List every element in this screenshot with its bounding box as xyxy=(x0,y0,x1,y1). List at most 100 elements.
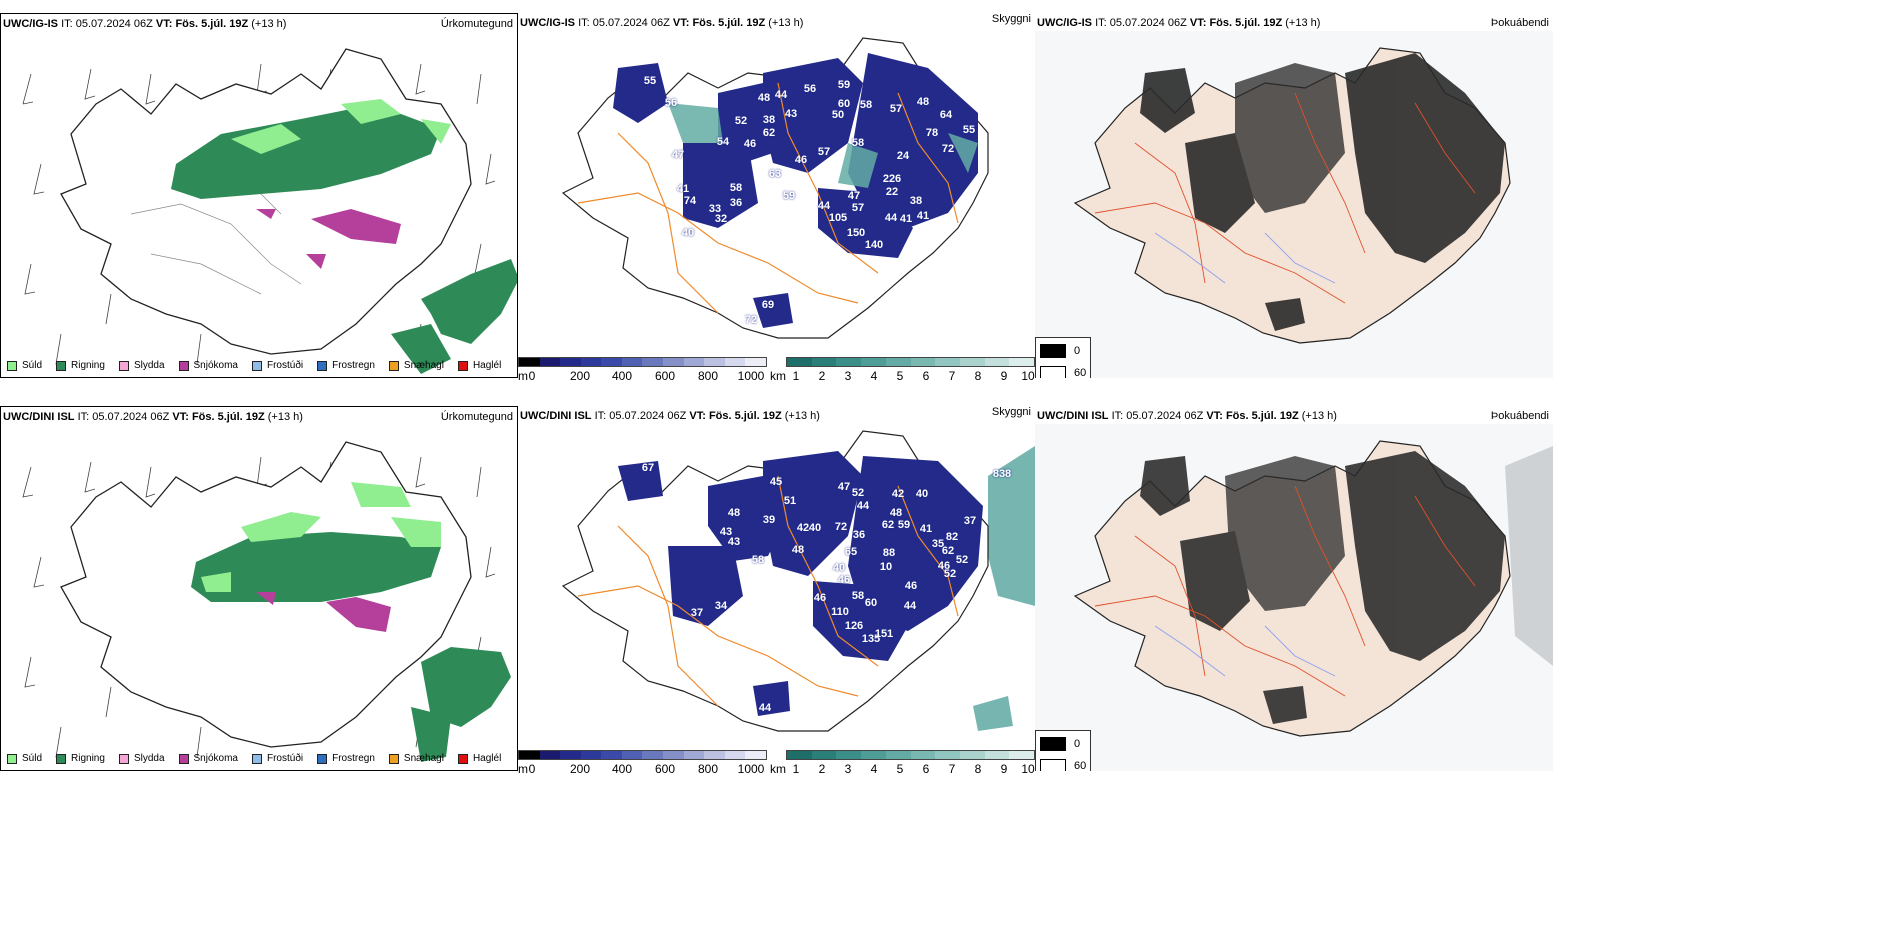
cloud-label: 40 xyxy=(808,522,822,534)
roads xyxy=(577,82,959,314)
cloud-label: 38 xyxy=(762,114,776,126)
precip-legend: Súld Rigning Slydda Snjókoma Frostúði Fr… xyxy=(7,753,501,764)
cloud-label: 40 xyxy=(832,562,846,574)
cloud-label: 41 xyxy=(899,213,913,225)
cloud-label: 52 xyxy=(943,568,957,580)
cloud-label: 57 xyxy=(851,202,865,214)
cloud-label: 43 xyxy=(727,536,741,548)
cloud-label: 46 xyxy=(837,574,851,586)
cloud-label: 59 xyxy=(897,519,911,531)
cloud-label: 39 xyxy=(762,514,776,526)
legend-item-freezing-drizzle: Frostúði xyxy=(251,360,303,371)
fog-map xyxy=(1035,31,1553,378)
cloud-label: 36 xyxy=(729,197,743,209)
cloud-label: 37 xyxy=(963,515,977,527)
cloud-label: 105 xyxy=(828,212,848,224)
cloud-label: 110 xyxy=(831,606,849,618)
panel-header: UWC/IG-IS IT: 05.07.2024 06Z VT: Fös. 5.… xyxy=(520,17,804,29)
cloud-label: 37 xyxy=(690,607,704,619)
precip-map xyxy=(22,48,517,374)
cloud-label: 46 xyxy=(813,592,827,604)
legend-item-freezing-rain: Frostregn xyxy=(317,753,375,764)
cloud-label: 58 xyxy=(851,137,865,149)
panel-header: UWC/DINI ISL IT: 05.07.2024 06Z VT: Fös.… xyxy=(1037,410,1337,422)
cloud-label: 62 xyxy=(762,127,776,139)
cloud-label: 41 xyxy=(676,183,690,195)
legend-item-snow: Snjókoma xyxy=(178,360,238,371)
cloud-label: 45 xyxy=(769,476,783,488)
cloud-label: 44 xyxy=(903,600,917,612)
precip-type-panel-top: UWC/IG-IS IT: 05.07.2024 06Z VT: Fös. 5.… xyxy=(0,13,518,378)
legend-item-snow: Snjókoma xyxy=(178,753,238,764)
cloud-label: 838 xyxy=(992,468,1012,480)
cloud-label: 57 xyxy=(889,103,903,115)
panel-header: UWC/IG-IS IT: 05.07.2024 06Z VT: Fös. 5.… xyxy=(1037,17,1321,29)
cloud-map xyxy=(561,430,1035,732)
cloud-label: 52 xyxy=(955,554,969,566)
cloud-label: 226 xyxy=(882,173,902,185)
cloud-label: 44 xyxy=(856,500,870,512)
cloud-label: 56 xyxy=(664,97,678,109)
cloud-label: 43 xyxy=(719,526,733,538)
cloud-label: 38 xyxy=(909,195,923,207)
cloud-label: 78 xyxy=(925,127,939,139)
legend-item-sull: Súld xyxy=(7,360,42,371)
cloud-label: 58 xyxy=(859,99,873,111)
cloud-areas xyxy=(618,451,983,716)
cloud-label: 48 xyxy=(889,507,903,519)
panel-header: UWC/DINI ISL IT: 05.07.2024 06Z VT: Fös.… xyxy=(520,410,820,422)
cloud-label: 140 xyxy=(864,239,884,251)
panel-header: UWC/IG-IS IT: 05.07.2024 06Z VT: Fös. 5.… xyxy=(3,18,287,30)
legend-item-freezing-rain: Frostregn xyxy=(317,360,375,371)
cloud-label: 34 xyxy=(714,600,728,612)
cloud-label: 50 xyxy=(831,109,845,121)
cloud-label: 36 xyxy=(852,529,866,541)
cloud-label: 60 xyxy=(864,597,878,609)
precip-areas xyxy=(171,99,517,374)
height-colorbar-bottom: m 0 200 400 600 800 1000 xyxy=(518,750,767,776)
cloud-label: 64 xyxy=(939,109,953,121)
cloud-label: 55 xyxy=(643,75,657,87)
cloud-label: 32 xyxy=(714,213,728,225)
cloud-label: 126 xyxy=(844,620,864,632)
cloud-label: 41 xyxy=(916,210,930,222)
cloud-map xyxy=(561,37,989,339)
cloud-vis-areas xyxy=(668,103,978,188)
cloud-label: 40 xyxy=(681,227,695,239)
cloud-label: 48 xyxy=(916,96,930,108)
cloud-label: 46 xyxy=(937,560,951,572)
legend-item-hail: Haglél xyxy=(457,360,501,371)
cloud-label: 59 xyxy=(782,190,796,202)
cloud-label: 55 xyxy=(962,124,976,136)
cloud-label: 60 xyxy=(837,98,851,110)
legend-item-rain: Rigning xyxy=(56,360,105,371)
legend-item-snow-pellets: Snæhagl xyxy=(388,360,444,371)
legend-item-sleet: Slydda xyxy=(118,360,165,371)
cloud-label: 35 xyxy=(931,538,945,550)
cloud-label: 58 xyxy=(751,554,765,566)
fog-areas xyxy=(1140,53,1505,331)
cloud-visibility-panel-bottom: UWC/DINI ISL IT: 05.07.2024 06Z VT: Fös.… xyxy=(518,406,1035,771)
panel-title: Skyggni xyxy=(991,13,1031,25)
cloud-label: 48 xyxy=(757,92,771,104)
legend-item-snow-pellets: Snæhagl xyxy=(388,753,444,764)
panel-title: Skyggni xyxy=(991,406,1031,418)
cloud-label: 22 xyxy=(885,186,899,198)
cloud-label: 62 xyxy=(941,545,955,557)
cloud-label: 41 xyxy=(919,523,933,535)
precip-map xyxy=(22,441,511,762)
cloud-visibility-panel-top: UWC/IG-IS IT: 05.07.2024 06Z VT: Fös. 5.… xyxy=(518,13,1035,378)
cloud-label: 135 xyxy=(861,633,881,645)
cloud-label: 59 xyxy=(837,79,851,91)
cloud-label: 65 xyxy=(844,546,858,558)
cloud-label: 69 xyxy=(761,299,775,311)
cloud-label: 10 xyxy=(879,561,893,573)
cloud-label: 52 xyxy=(851,487,865,499)
fog-map xyxy=(1035,424,1553,771)
cloud-label: 43 xyxy=(784,108,798,120)
iceland-outline xyxy=(60,48,472,355)
cloud-label: 44 xyxy=(884,212,898,224)
panel-header: UWC/DINI ISL IT: 05.07.2024 06Z VT: Fös.… xyxy=(3,411,303,423)
cloud-label: 44 xyxy=(758,702,772,714)
cloud-label: 88 xyxy=(882,547,896,559)
